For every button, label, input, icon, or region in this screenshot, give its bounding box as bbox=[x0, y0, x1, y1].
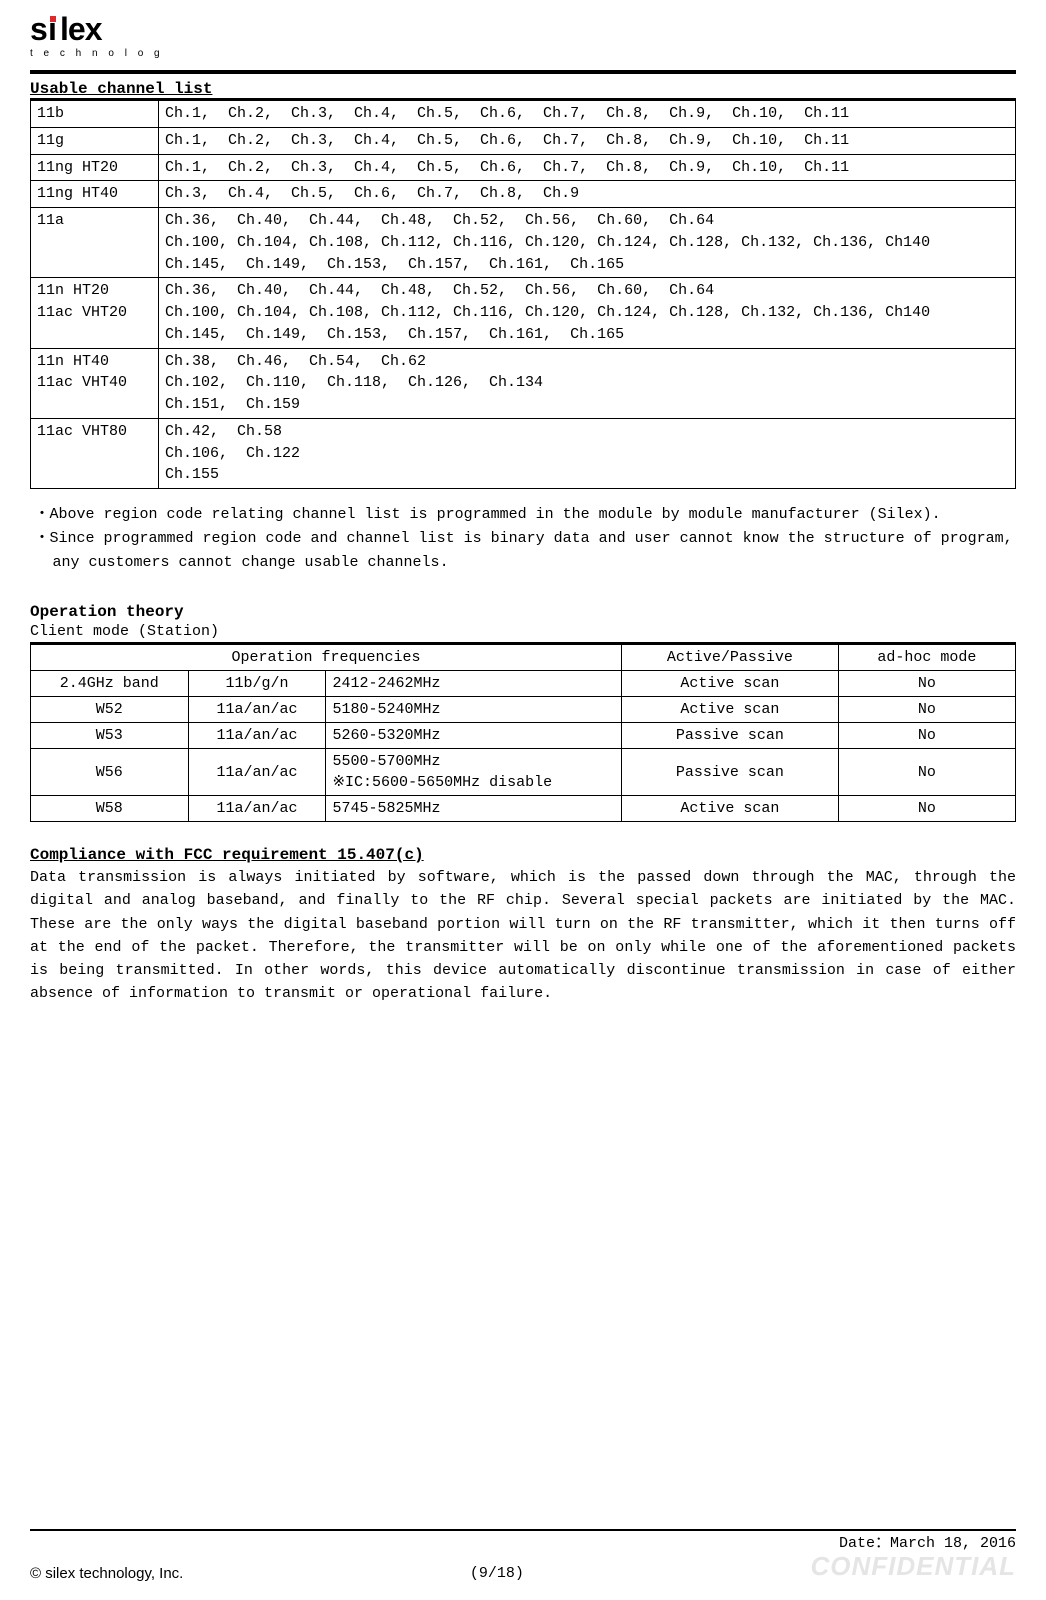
confidential-watermark: CONFIDENTIAL bbox=[810, 1551, 1016, 1582]
table-row: 2.4GHz band11b/g/n2412-2462MHzActive sca… bbox=[31, 671, 1016, 697]
table-row: 11ng HT40Ch.3, Ch.4, Ch.5, Ch.6, Ch.7, C… bbox=[31, 181, 1016, 208]
range-cell: 2412-2462MHz bbox=[326, 671, 622, 697]
svg-text:ı: ı bbox=[48, 11, 56, 47]
footer: © silex technology, Inc. (9/18) Date：Mar… bbox=[30, 1529, 1016, 1582]
svg-text:t e c h n o l o g y: t e c h n o l o g y bbox=[30, 48, 170, 59]
table-row: 11ng HT20Ch.1, Ch.2, Ch.3, Ch.4, Ch.5, C… bbox=[31, 154, 1016, 181]
mode-cell: 11ng HT20 bbox=[31, 154, 159, 181]
page: s ı lex t e c h n o l o g y Usable chann… bbox=[0, 0, 1046, 1600]
channels-cell: Ch.36, Ch.40, Ch.44, Ch.48, Ch.52, Ch.56… bbox=[159, 208, 1016, 278]
mode-cell: 11n HT20 11ac VHT20 bbox=[31, 278, 159, 348]
adhoc-cell: No bbox=[838, 796, 1015, 822]
band-cell: 2.4GHz band bbox=[31, 671, 189, 697]
mode-cell: 11a bbox=[31, 208, 159, 278]
channels-cell: Ch.1, Ch.2, Ch.3, Ch.4, Ch.5, Ch.6, Ch.7… bbox=[159, 127, 1016, 154]
scan-cell: Passive scan bbox=[621, 723, 838, 749]
col-operation-freq: Operation frequencies bbox=[31, 644, 622, 671]
channel-table: 11bCh.1, Ch.2, Ch.3, Ch.4, Ch.5, Ch.6, C… bbox=[30, 98, 1016, 489]
scan-cell: Active scan bbox=[621, 671, 838, 697]
col-adhoc: ad-hoc mode bbox=[838, 644, 1015, 671]
scan-cell: Passive scan bbox=[621, 749, 838, 796]
channels-cell: Ch.42, Ch.58 Ch.106, Ch.122 Ch.155 bbox=[159, 418, 1016, 488]
note-item: ・Since programmed region code and channe… bbox=[30, 527, 1016, 575]
compliance-body: Data transmission is always initiated by… bbox=[30, 866, 1016, 1006]
channels-cell: Ch.1, Ch.2, Ch.3, Ch.4, Ch.5, Ch.6, Ch.7… bbox=[159, 100, 1016, 128]
table-row: 11bCh.1, Ch.2, Ch.3, Ch.4, Ch.5, Ch.6, C… bbox=[31, 100, 1016, 128]
band-cell: W58 bbox=[31, 796, 189, 822]
std-cell: 11a/an/ac bbox=[188, 723, 326, 749]
std-cell: 11a/an/ac bbox=[188, 749, 326, 796]
mode-cell: 11b bbox=[31, 100, 159, 128]
table-row: W5811a/an/ac5745-5825MHzActive scanNo bbox=[31, 796, 1016, 822]
operation-subheading: Client mode (Station) bbox=[30, 623, 1016, 640]
table-row: 11n HT40 11ac VHT40Ch.38, Ch.46, Ch.54, … bbox=[31, 348, 1016, 418]
table-header-row: Operation frequencies Active/Passive ad-… bbox=[31, 644, 1016, 671]
table-row: 11ac VHT80Ch.42, Ch.58 Ch.106, Ch.122 Ch… bbox=[31, 418, 1016, 488]
table-row: 11n HT20 11ac VHT20Ch.36, Ch.40, Ch.44, … bbox=[31, 278, 1016, 348]
logo: s ı lex t e c h n o l o g y bbox=[30, 10, 1016, 62]
scan-cell: Active scan bbox=[621, 796, 838, 822]
col-active-passive: Active/Passive bbox=[621, 644, 838, 671]
notes: ・Above region code relating channel list… bbox=[30, 503, 1016, 575]
range-cell: 5180-5240MHz bbox=[326, 697, 622, 723]
range-cell: 5500-5700MHz ※IC:5600-5650MHz disable bbox=[326, 749, 622, 796]
adhoc-cell: No bbox=[838, 749, 1015, 796]
channels-cell: Ch.38, Ch.46, Ch.54, Ch.62 Ch.102, Ch.11… bbox=[159, 348, 1016, 418]
channels-cell: Ch.1, Ch.2, Ch.3, Ch.4, Ch.5, Ch.6, Ch.7… bbox=[159, 154, 1016, 181]
range-cell: 5260-5320MHz bbox=[326, 723, 622, 749]
footer-right: Date：March 18, 2016 CONFIDENTIAL bbox=[810, 1535, 1016, 1582]
svg-text:lex: lex bbox=[60, 11, 103, 47]
section-title-usable-channel: Usable channel list bbox=[30, 80, 1016, 98]
mode-cell: 11g bbox=[31, 127, 159, 154]
adhoc-cell: No bbox=[838, 697, 1015, 723]
std-cell: 11a/an/ac bbox=[188, 697, 326, 723]
table-row: 11gCh.1, Ch.2, Ch.3, Ch.4, Ch.5, Ch.6, C… bbox=[31, 127, 1016, 154]
svg-text:s: s bbox=[30, 11, 47, 47]
mode-cell: 11ng HT40 bbox=[31, 181, 159, 208]
footer-page: (9/18) bbox=[183, 1565, 810, 1582]
band-cell: W52 bbox=[31, 697, 189, 723]
adhoc-cell: No bbox=[838, 723, 1015, 749]
table-row: W5211a/an/ac5180-5240MHzActive scanNo bbox=[31, 697, 1016, 723]
footer-rule bbox=[30, 1529, 1016, 1531]
note-item: ・Above region code relating channel list… bbox=[30, 503, 1016, 527]
operation-theory-heading: Operation theory bbox=[30, 603, 1016, 621]
table-row: W5611a/an/ac5500-5700MHz ※IC:5600-5650MH… bbox=[31, 749, 1016, 796]
channels-cell: Ch.3, Ch.4, Ch.5, Ch.6, Ch.7, Ch.8, Ch.9 bbox=[159, 181, 1016, 208]
std-cell: 11b/g/n bbox=[188, 671, 326, 697]
channels-cell: Ch.36, Ch.40, Ch.44, Ch.48, Ch.52, Ch.56… bbox=[159, 278, 1016, 348]
range-cell: 5745-5825MHz bbox=[326, 796, 622, 822]
silex-logo-icon: s ı lex t e c h n o l o g y bbox=[30, 10, 170, 62]
scan-cell: Active scan bbox=[621, 697, 838, 723]
header-rule bbox=[30, 70, 1016, 74]
band-cell: W56 bbox=[31, 749, 189, 796]
frequency-table: Operation frequencies Active/Passive ad-… bbox=[30, 642, 1016, 822]
mode-cell: 11n HT40 11ac VHT40 bbox=[31, 348, 159, 418]
footer-copyright: © silex technology, Inc. bbox=[30, 1565, 183, 1582]
adhoc-cell: No bbox=[838, 671, 1015, 697]
table-row: 11aCh.36, Ch.40, Ch.44, Ch.48, Ch.52, Ch… bbox=[31, 208, 1016, 278]
std-cell: 11a/an/ac bbox=[188, 796, 326, 822]
mode-cell: 11ac VHT80 bbox=[31, 418, 159, 488]
table-row: W5311a/an/ac5260-5320MHzPassive scanNo bbox=[31, 723, 1016, 749]
band-cell: W53 bbox=[31, 723, 189, 749]
compliance-heading: Compliance with FCC requirement 15.407(c… bbox=[30, 846, 1016, 864]
